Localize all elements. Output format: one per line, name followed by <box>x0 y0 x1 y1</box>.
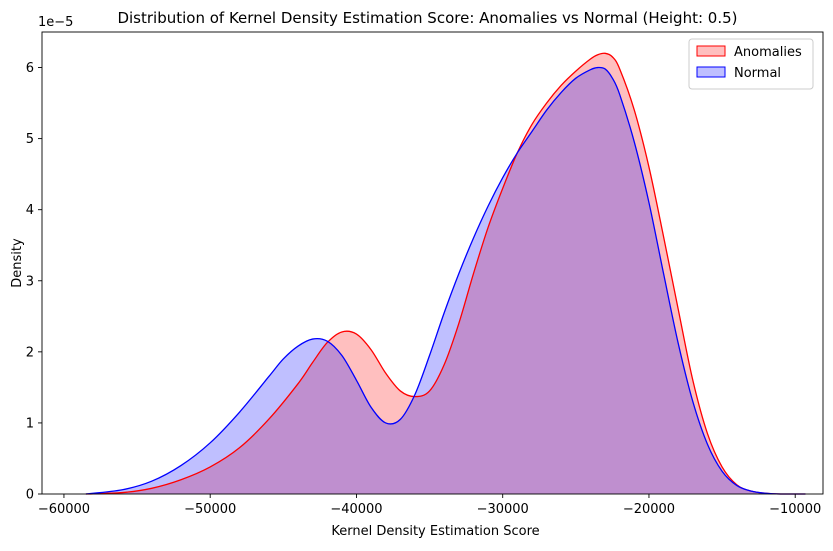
chart-title: Distribution of Kernel Density Estimatio… <box>117 9 737 27</box>
series-anomalies-line <box>85 52 806 495</box>
legend-label-normal: Normal <box>734 66 781 81</box>
y-axis-label: Density <box>10 238 25 288</box>
y-tick-label: 1 <box>26 416 34 431</box>
area-layer <box>85 53 806 494</box>
x-tick-label: −20000 <box>623 502 675 517</box>
legend-swatch-anomalies <box>696 45 726 57</box>
y-tick-label: 6 <box>26 61 34 76</box>
y-axis: 0 1 2 3 4 5 6 <box>26 61 42 503</box>
x-tick-label: −60000 <box>38 502 90 517</box>
series-normal-area <box>85 67 806 494</box>
plot-frame <box>41 31 824 495</box>
y-tick-label: 4 <box>26 203 34 218</box>
y-tick-label: 3 <box>26 274 34 289</box>
series-normal-line <box>85 66 806 495</box>
x-axis: −60000 −50000 −40000 −30000 −20000 −10000 <box>38 494 821 517</box>
y-tick-label: 5 <box>26 132 34 147</box>
series-anomalies-area <box>85 53 806 494</box>
line-layer <box>85 52 806 495</box>
x-tick-label: −50000 <box>184 502 236 517</box>
x-tick-label: −10000 <box>769 502 821 517</box>
x-axis-label: Kernel Density Estimation Score <box>331 524 539 539</box>
legend: Anomalies Normal <box>688 38 814 90</box>
legend-swatch-normal <box>696 66 726 78</box>
y-tick-label: 0 <box>26 488 34 503</box>
legend-label-anomalies: Anomalies <box>734 45 802 60</box>
y-tick-label: 2 <box>26 345 34 360</box>
x-tick-label: −40000 <box>330 502 382 517</box>
y-axis-offset-label: 1e−5 <box>38 15 73 30</box>
x-tick-label: −30000 <box>477 502 529 517</box>
